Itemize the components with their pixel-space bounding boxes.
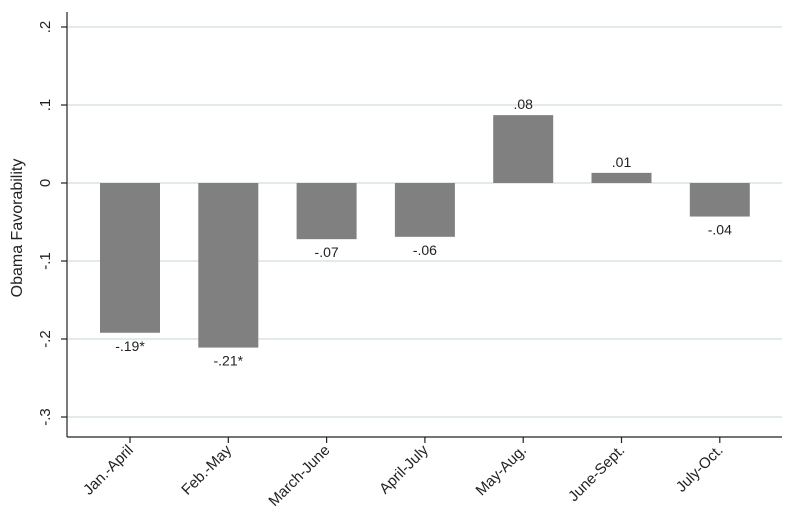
- y-ticks: .2 .1 0 -.1 -.2 -.3: [37, 21, 67, 426]
- data-label: -.06: [413, 242, 437, 258]
- y-tick-label: 0: [37, 179, 54, 187]
- x-tick-label: March-June: [265, 442, 333, 510]
- y-axis-title: Obama Favorability: [9, 159, 26, 298]
- bar: [493, 115, 554, 183]
- x-tick-label: Jan.-April: [80, 442, 137, 499]
- bar: [689, 183, 750, 217]
- data-label: -.21*: [214, 353, 244, 369]
- x-ticks: Jan.-April Feb.-May March-June April-July Ma…: [80, 437, 727, 510]
- bar: [296, 183, 357, 240]
- x-tick-label: June-Sept.: [565, 442, 628, 505]
- x-tick-label: July-Oct.: [673, 442, 727, 496]
- data-label: .01: [612, 154, 632, 170]
- y-tick-label: -.2: [37, 330, 54, 348]
- y-tick-label: .2: [37, 21, 54, 34]
- bar: [591, 172, 652, 183]
- bar: [100, 183, 160, 333]
- y-tick-label: -.1: [37, 252, 54, 270]
- data-label: .08: [513, 96, 533, 112]
- x-tick-label: Feb.-May: [178, 441, 235, 498]
- bar: [394, 183, 455, 237]
- x-tick-label: April-July: [376, 441, 432, 497]
- y-tick-label: .1: [37, 99, 54, 112]
- data-label: -.19*: [115, 338, 145, 354]
- data-label: -.07: [315, 244, 339, 260]
- bars: [100, 115, 750, 348]
- y-tick-label: -.3: [37, 408, 54, 426]
- data-labels: -.19* -.21* -.07 -.06 .08 .01 -.04: [115, 96, 732, 368]
- x-tick-label: May-Aug.: [473, 442, 530, 499]
- bar: [198, 183, 259, 348]
- data-label: -.04: [708, 222, 732, 238]
